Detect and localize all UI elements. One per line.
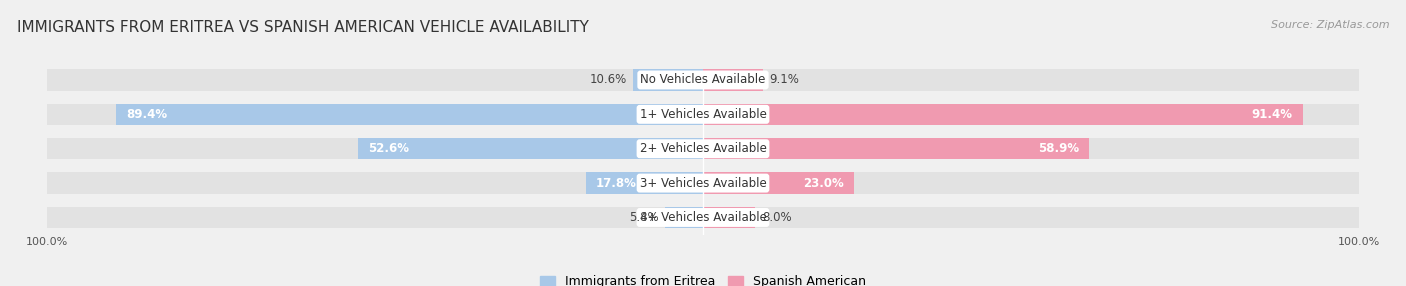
Text: 23.0%: 23.0% xyxy=(803,176,844,190)
Bar xyxy=(703,207,755,228)
Bar xyxy=(665,207,703,228)
Bar xyxy=(46,69,1360,91)
Text: 3+ Vehicles Available: 3+ Vehicles Available xyxy=(640,176,766,190)
Text: No Vehicles Available: No Vehicles Available xyxy=(640,74,766,86)
Text: 5.8%: 5.8% xyxy=(628,211,658,224)
Text: 4+ Vehicles Available: 4+ Vehicles Available xyxy=(640,211,766,224)
Text: 10.6%: 10.6% xyxy=(589,74,627,86)
Text: 9.1%: 9.1% xyxy=(769,74,799,86)
Text: 89.4%: 89.4% xyxy=(127,108,167,121)
Text: 2+ Vehicles Available: 2+ Vehicles Available xyxy=(640,142,766,155)
Text: 8.0%: 8.0% xyxy=(762,211,792,224)
Bar xyxy=(359,138,703,159)
Bar xyxy=(586,172,703,194)
Bar xyxy=(634,69,703,91)
Bar xyxy=(46,138,1360,159)
Bar xyxy=(46,207,1360,228)
Bar xyxy=(703,138,1090,159)
Text: 17.8%: 17.8% xyxy=(596,176,637,190)
Bar xyxy=(46,104,1360,125)
Bar xyxy=(703,172,853,194)
Bar xyxy=(703,104,1303,125)
Text: IMMIGRANTS FROM ERITREA VS SPANISH AMERICAN VEHICLE AVAILABILITY: IMMIGRANTS FROM ERITREA VS SPANISH AMERI… xyxy=(17,20,589,35)
Text: 58.9%: 58.9% xyxy=(1039,142,1080,155)
Bar xyxy=(703,69,762,91)
Bar xyxy=(46,172,1360,194)
Text: Source: ZipAtlas.com: Source: ZipAtlas.com xyxy=(1271,20,1389,30)
Bar xyxy=(117,104,703,125)
Legend: Immigrants from Eritrea, Spanish American: Immigrants from Eritrea, Spanish America… xyxy=(536,271,870,286)
Text: 52.6%: 52.6% xyxy=(368,142,409,155)
Text: 91.4%: 91.4% xyxy=(1251,108,1294,121)
Text: 1+ Vehicles Available: 1+ Vehicles Available xyxy=(640,108,766,121)
